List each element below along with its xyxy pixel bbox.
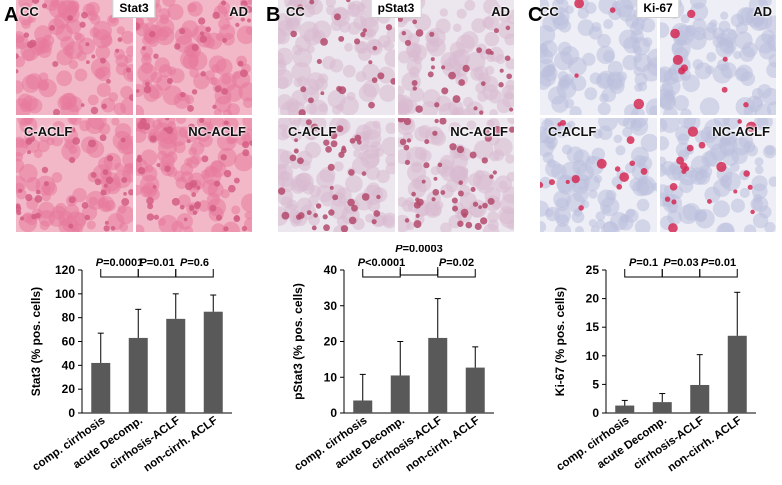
- pstat3-micrograph-grid: CC AD C-ACLF NC-ACLF pStat3: [278, 0, 514, 232]
- bar: [390, 375, 410, 413]
- y-tick-label: 10: [324, 370, 338, 384]
- tile-label-cc: CC: [286, 4, 305, 19]
- micrograph-c-aclf: [278, 118, 395, 232]
- bar: [428, 337, 448, 413]
- panel-a: CC AD C-ACLF NC-ACLF Stat3 A Stat3 (% po…: [2, 0, 252, 485]
- micrograph-c-aclf: [16, 118, 133, 232]
- y-tick-label: 80: [62, 311, 76, 325]
- bar: [166, 318, 186, 413]
- tissue-texture: [136, 0, 252, 115]
- tissue-texture: [398, 118, 514, 232]
- bar: [690, 384, 710, 413]
- micrograph-ad: [136, 0, 252, 115]
- y-tick-label: 10: [586, 349, 600, 363]
- tile-label-ad: AD: [229, 4, 248, 19]
- tissue-texture: [16, 0, 133, 115]
- y-tick-label: 30: [324, 299, 338, 313]
- p-value-label: P=0.03: [663, 257, 698, 269]
- tile-label-ad: AD: [491, 4, 510, 19]
- micrograph-cc: [16, 0, 133, 115]
- micrograph-ad: [660, 0, 776, 115]
- tile-label-ad: AD: [753, 4, 772, 19]
- tissue-texture: [540, 118, 657, 232]
- p-value-label: P=0.1: [629, 257, 658, 269]
- micrograph-ad: [398, 0, 514, 115]
- stain-label: Stat3: [112, 0, 156, 18]
- y-axis-label: pStat3 (% pos. cells): [291, 283, 305, 400]
- stat3-micrograph-grid: CC AD C-ACLF NC-ACLF Stat3: [16, 0, 252, 232]
- stain-label: Ki-67: [636, 0, 680, 18]
- y-tick-label: 60: [62, 335, 76, 349]
- stat3-bar-chart: Stat3 (% pos. cells)020406080100120comp.…: [29, 257, 232, 474]
- significance-bracket: [437, 269, 476, 278]
- panel-b: CC AD C-ACLF NC-ACLF pStat3 B pStat3 (% …: [264, 0, 514, 485]
- panel-letter: C: [528, 4, 543, 26]
- significance-bracket: [699, 269, 738, 278]
- y-tick-label: 0: [592, 406, 599, 420]
- p-value-label: P=0.6: [180, 257, 209, 269]
- bar: [652, 402, 672, 413]
- significance-bracket: [175, 269, 214, 278]
- tissue-texture: [660, 0, 776, 115]
- p-value-label: P=0.0003: [395, 245, 442, 255]
- micrograph-nc-aclf: [136, 118, 252, 232]
- y-tick-label: 0: [68, 406, 75, 420]
- y-tick-label: 15: [586, 320, 600, 334]
- micrograph-c-aclf: [540, 118, 657, 232]
- p-value-label: P=0.01: [139, 257, 174, 269]
- y-tick-label: 25: [586, 263, 600, 277]
- bar: [91, 362, 111, 413]
- tissue-texture: [16, 118, 133, 232]
- y-tick-label: 40: [324, 263, 338, 277]
- panel-letter: A: [4, 4, 19, 26]
- y-tick-label: 5: [592, 377, 599, 391]
- micrograph-nc-aclf: [660, 118, 776, 232]
- bar: [465, 367, 485, 413]
- tile-label-c-aclf: C-ACLF: [24, 124, 73, 139]
- significance-bracket: [137, 269, 177, 278]
- micrograph-nc-aclf: [398, 118, 514, 232]
- significance-bracket: [362, 269, 401, 278]
- ki67-micrograph-grid: CC AD C-ACLF NC-ACLF Ki-67: [540, 0, 776, 232]
- tissue-texture: [660, 118, 776, 232]
- p-value-label: P=0.0001: [96, 257, 143, 269]
- bar: [128, 337, 148, 413]
- p-value-label: P=0.02: [439, 257, 474, 269]
- tissue-texture: [278, 118, 395, 232]
- tile-label-nc-aclf: NC-ACLF: [188, 124, 246, 139]
- panel-letter: B: [266, 4, 281, 26]
- bar: [353, 400, 373, 413]
- tissue-texture: [398, 0, 514, 115]
- tile-label-c-aclf: C-ACLF: [288, 124, 337, 139]
- tile-label-cc: CC: [540, 4, 559, 19]
- y-tick-label: 0: [330, 406, 337, 420]
- y-axis-label: Ki-67 (% pos. cells): [553, 287, 567, 396]
- significance-bracket: [100, 269, 139, 278]
- stain-label: pStat3: [370, 0, 422, 18]
- y-tick-label: 20: [324, 335, 338, 349]
- tile-label-nc-aclf: NC-ACLF: [712, 124, 770, 139]
- tile-label-c-aclf: C-ACLF: [548, 124, 597, 139]
- significance-bracket: [624, 269, 663, 278]
- p-value-label: P=0.01: [701, 257, 736, 269]
- bar: [615, 405, 635, 413]
- y-tick-label: 20: [62, 382, 76, 396]
- y-axis-label: Stat3 (% pos. cells): [29, 287, 43, 396]
- panel-c: CC AD C-ACLF NC-ACLF Ki-67 C Ki-67 (% po…: [526, 0, 776, 485]
- tile-label-nc-aclf: NC-ACLF: [450, 124, 508, 139]
- bar: [203, 311, 223, 413]
- p-value-label: P<0.0001: [358, 257, 405, 269]
- tile-label-cc: CC: [20, 4, 39, 19]
- y-tick-label: 100: [55, 287, 75, 301]
- significance-bracket: [661, 269, 701, 278]
- y-tick-label: 120: [55, 263, 75, 277]
- y-tick-label: 40: [62, 358, 76, 372]
- significance-bracket: [399, 267, 439, 276]
- tissue-texture: [136, 118, 252, 232]
- y-tick-label: 20: [586, 292, 600, 306]
- bar: [727, 335, 747, 413]
